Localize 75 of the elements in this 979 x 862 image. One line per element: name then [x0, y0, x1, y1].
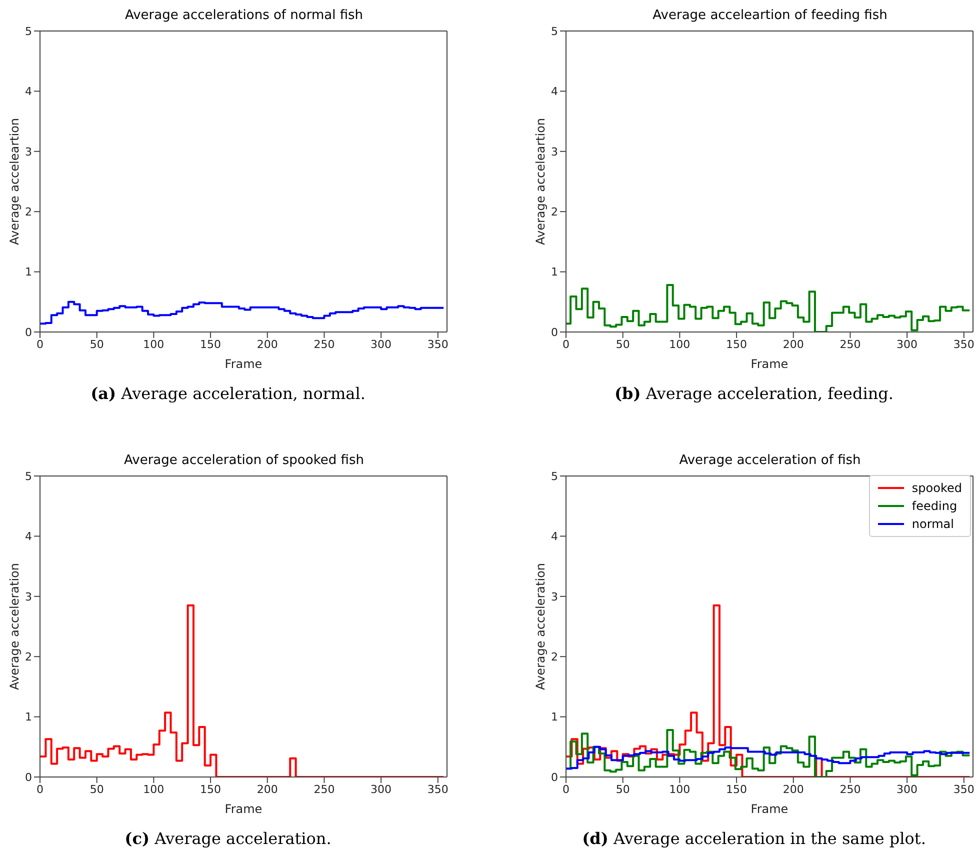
- y-tick-label: 4: [551, 85, 558, 98]
- text: (b) Average acceleration, feeding.: [613, 384, 895, 403]
- x-tick-label: 200: [256, 338, 278, 351]
- y-tick-label: 3: [551, 145, 558, 158]
- text: (c) Average acceleration.: [124, 829, 332, 848]
- x-tick-label: 100: [143, 782, 164, 796]
- y-tick-label: 3: [551, 590, 558, 604]
- legend-label: spooked: [912, 481, 962, 495]
- y-tick-label: 0: [25, 770, 32, 784]
- legend-label: normal: [912, 517, 954, 531]
- x-axis-title: Frame: [750, 802, 788, 816]
- x-tick-label: 100: [669, 782, 690, 796]
- chart-title: Average accelerations of normal fish: [124, 8, 364, 24]
- x-tick-label: 300: [896, 338, 918, 351]
- text: (a) Average acceleration, normal.: [90, 384, 366, 403]
- y-tick-label: 1: [551, 266, 558, 279]
- x-tick-label: 350: [427, 782, 448, 796]
- y-axis-title: Average acceleration: [7, 562, 22, 690]
- chart-title: Average acceleartion of feeding fish: [652, 8, 888, 24]
- y-tick-label: 5: [551, 470, 558, 483]
- x-tick-label: 200: [782, 782, 804, 796]
- x-axis-title: Frame: [224, 357, 262, 371]
- y-axis-title: Average acceleartion: [533, 118, 548, 246]
- y-tick-label: 5: [551, 24, 558, 38]
- y-tick-label: 1: [25, 266, 32, 279]
- x-tick-label: 200: [782, 338, 804, 351]
- y-tick-label: 0: [551, 326, 558, 339]
- x-tick-label: 150: [726, 338, 748, 351]
- y-tick-label: 2: [551, 206, 558, 219]
- y-tick-label: 3: [25, 145, 32, 158]
- x-tick-label: 0: [562, 782, 570, 796]
- y-tick-label: 2: [25, 206, 32, 219]
- y-tick-label: 0: [25, 326, 32, 339]
- x-tick-label: 350: [953, 782, 974, 796]
- x-tick-label: 300: [370, 338, 392, 351]
- x-axis-title: Frame: [224, 802, 262, 816]
- x-tick-label: 50: [616, 782, 630, 796]
- x-tick-label: 250: [840, 782, 861, 796]
- x-tick-label: 350: [427, 338, 448, 351]
- y-axis-title: Average acceleartion: [7, 118, 22, 246]
- legend-label: feeding: [912, 499, 958, 513]
- x-tick-label: 100: [669, 338, 690, 351]
- x-tick-label: 150: [200, 338, 222, 351]
- x-tick-label: 350: [953, 338, 974, 351]
- x-tick-label: 250: [314, 338, 335, 351]
- x-tick-label: 250: [840, 338, 861, 351]
- x-tick-label: 150: [726, 782, 748, 796]
- x-tick-label: 300: [370, 782, 392, 796]
- y-tick-label: 2: [25, 650, 32, 664]
- x-tick-label: 50: [90, 782, 104, 796]
- y-tick-label: 3: [25, 590, 32, 604]
- y-tick-label: 5: [25, 24, 32, 38]
- y-tick-label: 1: [25, 710, 32, 724]
- x-tick-label: 150: [200, 782, 222, 796]
- y-tick-label: 4: [551, 530, 558, 544]
- text: (d) Average acceleration in the same plot.: [581, 829, 927, 848]
- y-tick-label: 2: [551, 650, 558, 664]
- y-tick-label: 4: [25, 530, 32, 544]
- chart-title: Average acceleration of spooked fish: [123, 453, 365, 469]
- x-tick-label: 50: [616, 338, 630, 351]
- x-tick-label: 0: [36, 782, 44, 796]
- x-axis-title: Frame: [750, 357, 788, 371]
- x-tick-label: 300: [896, 782, 918, 796]
- y-axis-title: Average acceleration: [533, 562, 548, 690]
- y-tick-label: 5: [25, 470, 32, 483]
- x-tick-label: 100: [143, 338, 164, 351]
- x-tick-label: 250: [314, 782, 335, 796]
- y-tick-label: 4: [25, 85, 32, 98]
- y-tick-label: 0: [551, 770, 558, 784]
- chart-title: Average acceleration of fish: [678, 453, 862, 469]
- x-tick-label: 0: [36, 338, 44, 351]
- x-tick-label: 0: [562, 338, 570, 351]
- y-tick-label: 1: [551, 710, 558, 724]
- x-tick-label: 50: [90, 338, 104, 351]
- x-tick-label: 200: [256, 782, 278, 796]
